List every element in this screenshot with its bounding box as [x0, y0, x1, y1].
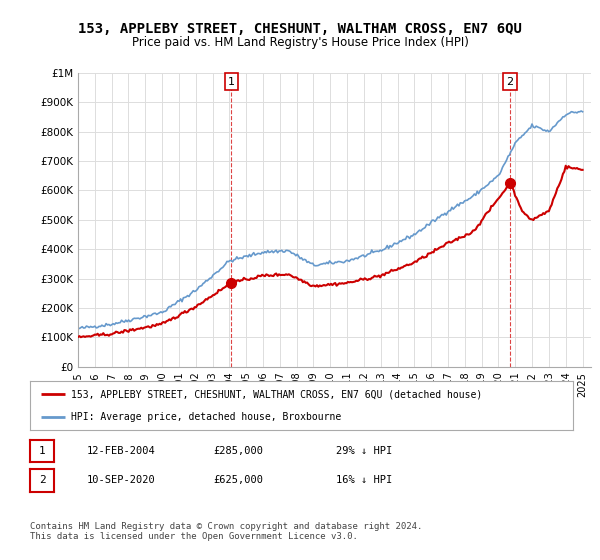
Text: 1: 1	[38, 446, 46, 456]
Text: 153, APPLEBY STREET, CHESHUNT, WALTHAM CROSS, EN7 6QU (detached house): 153, APPLEBY STREET, CHESHUNT, WALTHAM C…	[71, 389, 482, 399]
Text: 16% ↓ HPI: 16% ↓ HPI	[336, 475, 392, 486]
Text: £285,000: £285,000	[213, 446, 263, 456]
Text: 2: 2	[506, 77, 514, 87]
Text: 1: 1	[228, 77, 235, 87]
Text: 29% ↓ HPI: 29% ↓ HPI	[336, 446, 392, 456]
Text: HPI: Average price, detached house, Broxbourne: HPI: Average price, detached house, Brox…	[71, 412, 341, 422]
Text: 2: 2	[38, 475, 46, 486]
Text: 10-SEP-2020: 10-SEP-2020	[87, 475, 156, 486]
Text: Price paid vs. HM Land Registry's House Price Index (HPI): Price paid vs. HM Land Registry's House …	[131, 36, 469, 49]
Text: Contains HM Land Registry data © Crown copyright and database right 2024.
This d: Contains HM Land Registry data © Crown c…	[30, 522, 422, 542]
Text: 153, APPLEBY STREET, CHESHUNT, WALTHAM CROSS, EN7 6QU: 153, APPLEBY STREET, CHESHUNT, WALTHAM C…	[78, 22, 522, 36]
Text: £625,000: £625,000	[213, 475, 263, 486]
Text: 12-FEB-2004: 12-FEB-2004	[87, 446, 156, 456]
